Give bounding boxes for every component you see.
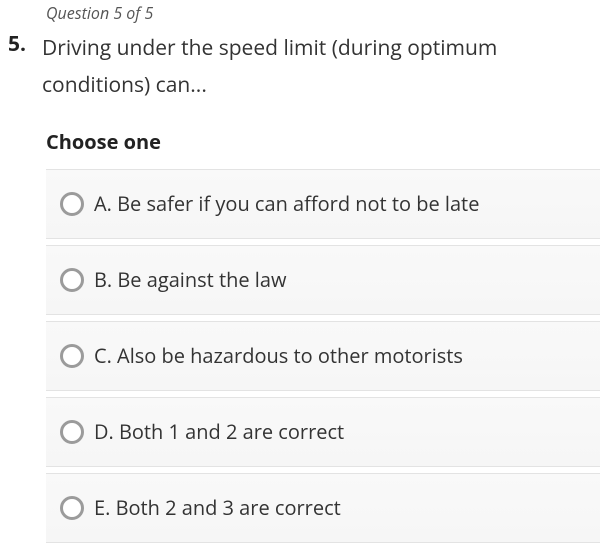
option-c[interactable]: C. Also be hazardous to other motorists [46, 321, 600, 391]
option-label: A. Be safer if you can afford not to be … [94, 190, 479, 217]
option-label: D. Both 1 and 2 are correct [94, 418, 344, 445]
options-list: A. Be safer if you can afford not to be … [0, 169, 600, 543]
quiz-question: Question 5 of 5 5. Driving under the spe… [0, 0, 600, 543]
option-d[interactable]: D. Both 1 and 2 are correct [46, 397, 600, 467]
radio-icon [60, 420, 84, 444]
radio-icon [60, 268, 84, 292]
question-row: 5. Driving under the speed limit (during… [0, 24, 600, 104]
question-text: Driving under the speed limit (during op… [42, 30, 590, 104]
option-label: E. Both 2 and 3 are correct [94, 494, 341, 521]
question-number: 5. [8, 30, 42, 58]
option-label: B. Be against the law [94, 266, 286, 293]
choose-one-label: Choose one [0, 104, 600, 169]
question-progress: Question 5 of 5 [0, 0, 600, 24]
option-b[interactable]: B. Be against the law [46, 245, 600, 315]
radio-icon [60, 344, 84, 368]
radio-icon [60, 192, 84, 216]
option-label: C. Also be hazardous to other motorists [94, 342, 463, 369]
option-a[interactable]: A. Be safer if you can afford not to be … [46, 169, 600, 239]
option-e[interactable]: E. Both 2 and 3 are correct [46, 473, 600, 543]
radio-icon [60, 496, 84, 520]
